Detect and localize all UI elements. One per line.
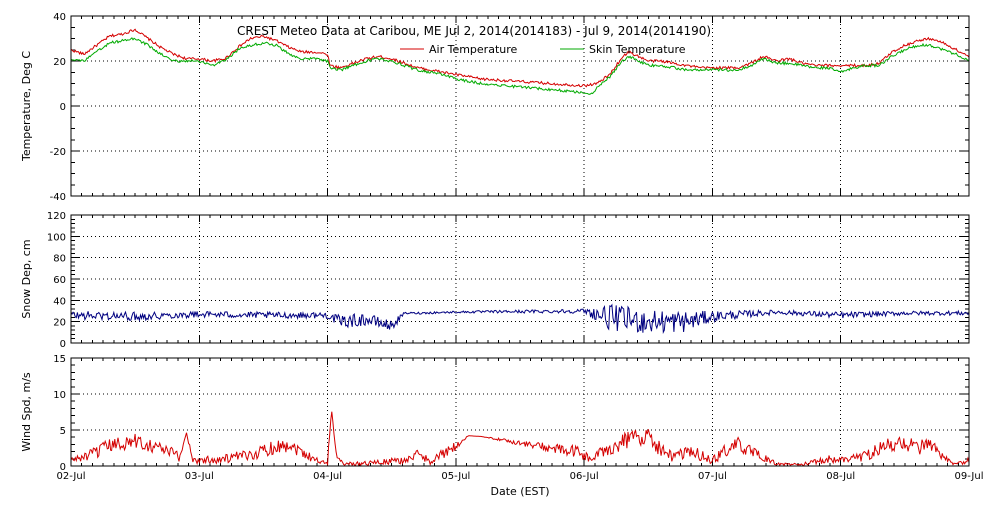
x-tick-label: 04-Jul: [313, 471, 342, 482]
y-tick-label: 0: [60, 102, 66, 113]
x-tick-label: 02-Jul: [57, 471, 86, 482]
y-tick-label: 40: [53, 12, 66, 23]
y-tick-label: 5: [60, 426, 66, 437]
y-axis-label: Temperature, Deg C: [20, 51, 33, 162]
series-line-skin-temperature: [70, 37, 969, 95]
plot-frame: [70, 357, 970, 467]
plot-frame: [70, 15, 970, 197]
y-tick-label: 100: [47, 232, 66, 243]
y-tick-label: 120: [47, 211, 66, 222]
x-axis-label: Date (EST): [490, 485, 549, 498]
x-tick-label: 08-Jul: [826, 471, 855, 482]
series-line-air-temperature: [70, 28, 970, 88]
chart-title: CREST Meteo Data at Caribou, ME Jul 2, 2…: [237, 24, 711, 38]
y-axis-label: Wind Spd, m/s: [20, 372, 33, 452]
y-tick-label: 20: [53, 318, 66, 329]
y-tick-label: 10: [53, 390, 66, 401]
legend-label-air-temperature: Air Temperature: [429, 43, 518, 56]
panel-3: 0 5 10 15 Wind Spd, m/s: [20, 354, 970, 473]
x-tick-label: 05-Jul: [441, 471, 470, 482]
x-tick-label: 03-Jul: [185, 471, 214, 482]
y-tick-label: -20: [50, 147, 66, 158]
y-tick-label: 60: [53, 275, 66, 286]
x-tick-label: 06-Jul: [570, 471, 599, 482]
series-line-panel-2: [70, 303, 970, 334]
y-tick-label: 20: [53, 57, 66, 68]
y-tick-label: -40: [50, 192, 66, 203]
y-tick-label: 0: [60, 339, 66, 350]
series-line-panel-3: [70, 411, 970, 467]
y-tick-label: 40: [53, 296, 66, 307]
y-axis-label: Snow Dep, cm: [20, 239, 33, 318]
y-tick-label: 0: [60, 462, 66, 473]
legend-label-skin-temperature: Skin Temperature: [589, 43, 686, 56]
legend: Air Temperature Skin Temperature: [400, 43, 686, 56]
panel-2: 0 20 40 60 80 100 120 Snow Dep, cm: [20, 211, 970, 350]
x-tick-label: 09-Jul: [955, 471, 984, 482]
x-tick-label: 07-Jul: [698, 471, 727, 482]
y-tick-label: 80: [53, 254, 66, 265]
plot-frame: [70, 214, 970, 344]
panel-1: -40 -20 0 20 40 Temperature, Deg C: [20, 12, 970, 203]
y-tick-label: 15: [53, 354, 66, 365]
